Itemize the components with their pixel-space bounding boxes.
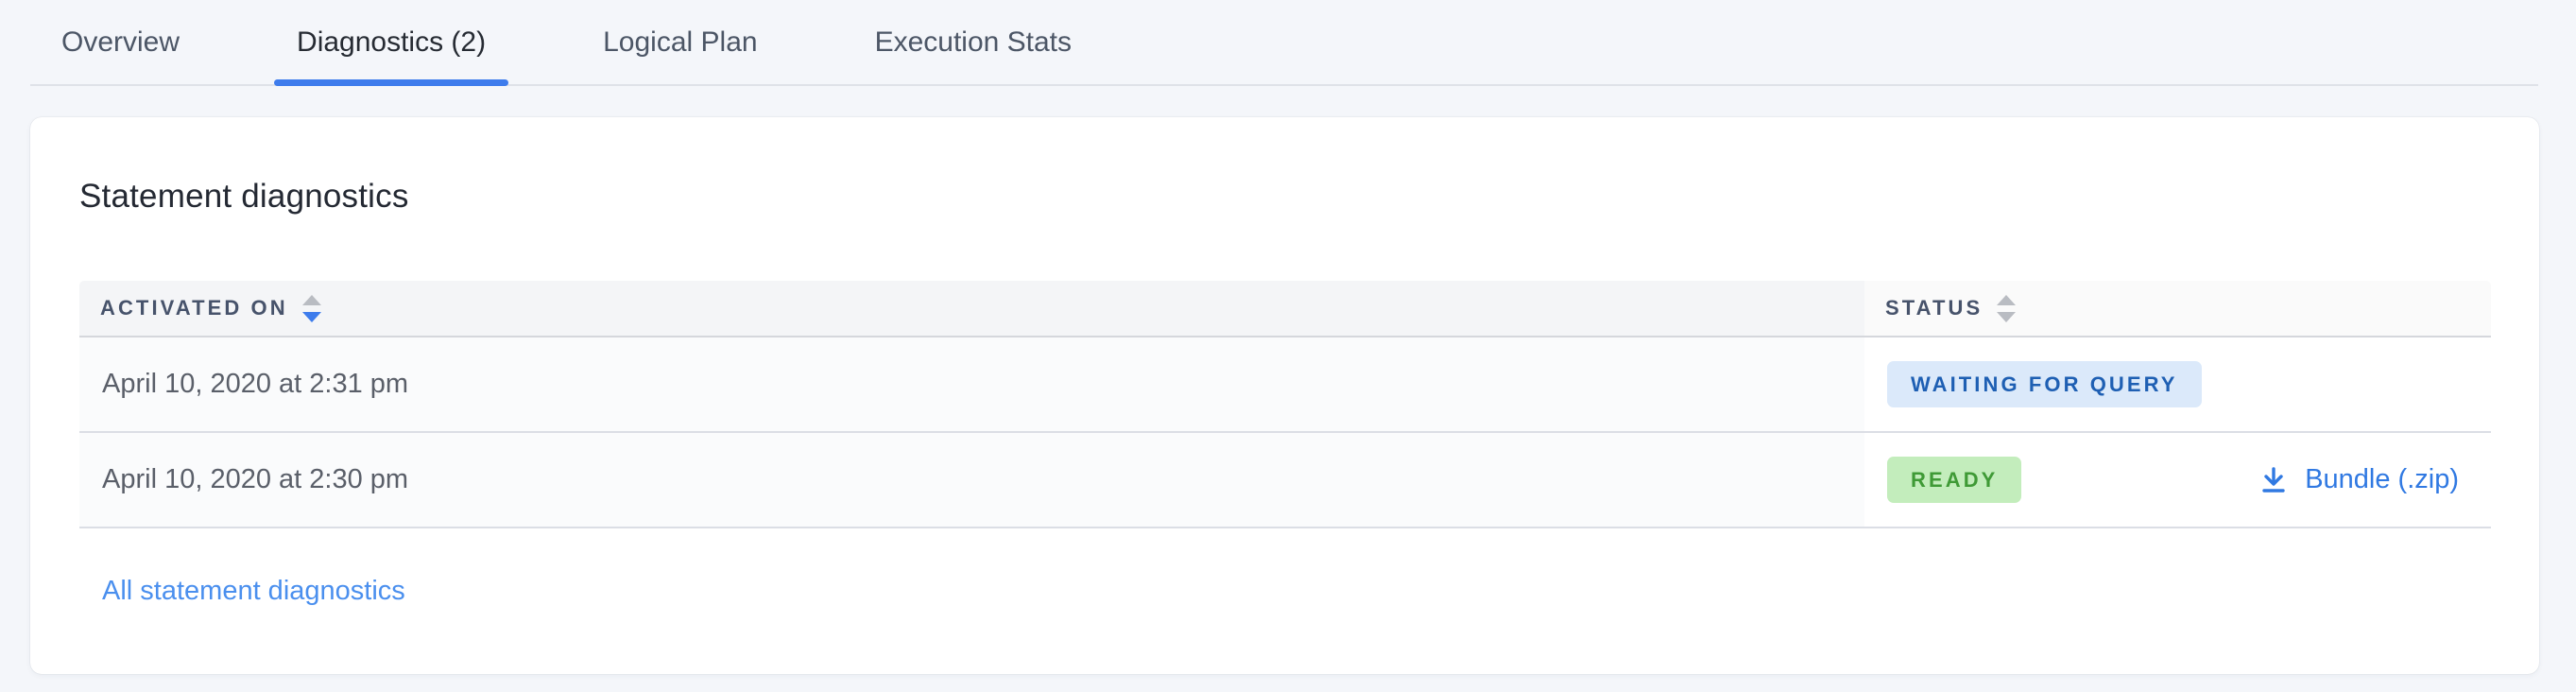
- activated-on-cell: April 10, 2020 at 2:30 pm: [79, 433, 1864, 527]
- active-tab-indicator: [274, 79, 509, 86]
- tab-execution-stats[interactable]: Execution Stats: [852, 0, 1094, 84]
- bundle-download-link[interactable]: Bundle (.zip): [2258, 464, 2459, 496]
- tab-logical-plan[interactable]: Logical Plan: [580, 0, 780, 84]
- sort-icon-activated-on: [301, 294, 322, 323]
- column-header-status-label: STATUS: [1885, 296, 1984, 320]
- column-header-status[interactable]: STATUS: [1864, 281, 2202, 336]
- column-header-activated-on-label: ACTIVATED ON: [100, 296, 288, 320]
- tab-diagnostics[interactable]: Diagnostics (2): [274, 0, 509, 86]
- all-statement-diagnostics-link[interactable]: All statement diagnostics: [102, 576, 405, 606]
- table-row: April 10, 2020 at 2:30 pm READY Bundle (…: [79, 433, 2491, 528]
- tab-diagnostics-label: Diagnostics (2): [297, 26, 487, 58]
- diagnostics-table: ACTIVATED ON STATUS April 10, 2020 at 2:…: [79, 281, 2491, 528]
- status-cell: WAITING FOR QUERY: [1864, 337, 2202, 431]
- tab-logical-plan-label: Logical Plan: [603, 26, 758, 58]
- page-title: Statement diagnostics: [79, 178, 409, 215]
- activated-on-cell: April 10, 2020 at 2:31 pm: [79, 337, 1864, 431]
- status-cell: READY: [1864, 433, 2202, 527]
- action-cell: [2202, 337, 2491, 431]
- tab-execution-stats-label: Execution Stats: [874, 26, 1073, 58]
- sort-icon-status: [1996, 294, 2017, 323]
- table-row: April 10, 2020 at 2:31 pm WAITING FOR QU…: [79, 337, 2491, 433]
- download-icon: [2258, 464, 2290, 496]
- status-badge: READY: [1887, 457, 2022, 503]
- statement-diagnostics-panel: Statement diagnostics ACTIVATED ON STATU…: [30, 117, 2539, 674]
- tab-overview[interactable]: Overview: [39, 0, 202, 84]
- table-header-row: ACTIVATED ON STATUS: [79, 281, 2491, 337]
- bundle-download-label: Bundle (.zip): [2305, 464, 2459, 494]
- tab-bar: Overview Diagnostics (2) Logical Plan Ex…: [30, 0, 2538, 86]
- status-badge: WAITING FOR QUERY: [1887, 361, 2202, 407]
- tab-overview-label: Overview: [61, 26, 180, 58]
- column-header-actions: [2202, 281, 2491, 336]
- column-header-activated-on[interactable]: ACTIVATED ON: [79, 281, 1864, 336]
- action-cell: Bundle (.zip): [2202, 433, 2491, 527]
